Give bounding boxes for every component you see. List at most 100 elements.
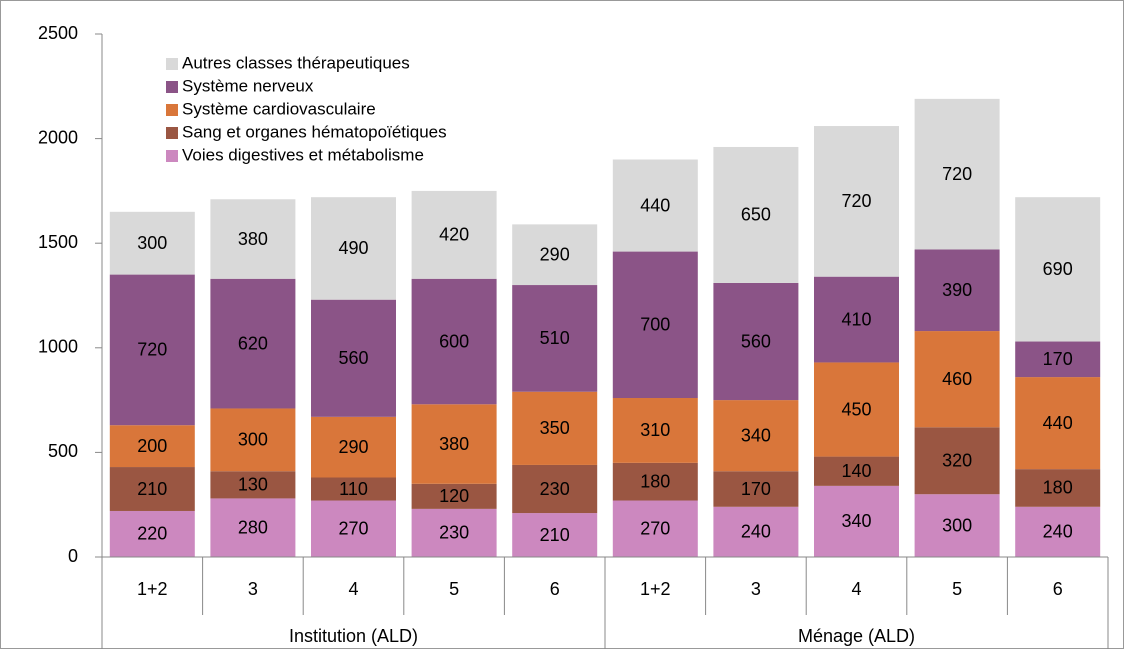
bar-segment: [109, 211, 195, 275]
bar-segment: [713, 282, 799, 401]
bar-segment: [411, 483, 497, 509]
x-tick-label: 6: [550, 579, 560, 599]
value-label: 600: [439, 331, 469, 351]
y-tick-label: 500: [48, 441, 78, 461]
value-label: 210: [137, 479, 167, 499]
bar-segment: [512, 391, 598, 465]
bar-segment: [914, 494, 1000, 557]
bar-segment: [311, 299, 396, 417]
bar-segment: [210, 278, 296, 409]
value-label: 230: [540, 479, 570, 499]
bar-segment: [210, 199, 296, 279]
bar-segment: [311, 500, 396, 557]
x-tick-label: 1+2: [640, 579, 671, 599]
bar-segment: [109, 274, 195, 426]
value-label: 350: [540, 418, 570, 438]
legend-swatch: [166, 81, 178, 93]
value-label: 560: [741, 331, 771, 351]
bar-segment: [411, 508, 497, 557]
bar-segment: [311, 197, 396, 300]
value-label: 180: [1043, 478, 1073, 498]
legend-label: Système cardiovasculaire: [182, 99, 376, 118]
value-label: 270: [640, 519, 670, 539]
value-label: 440: [640, 195, 670, 215]
value-label: 170: [741, 479, 771, 499]
bar-segment: [612, 251, 698, 399]
bar-segment: [1015, 469, 1101, 507]
value-label: 130: [238, 475, 268, 495]
value-label: 340: [841, 511, 871, 531]
bar-segment: [914, 249, 1000, 332]
bar-segment: [512, 464, 598, 514]
bar-segment: [210, 498, 296, 557]
y-tick-label: 1500: [38, 232, 78, 252]
y-tick-label: 2000: [38, 127, 78, 147]
bar-segment: [1015, 197, 1101, 342]
value-label: 510: [540, 328, 570, 348]
bar-segment: [311, 416, 396, 478]
value-label: 200: [137, 436, 167, 456]
bar-segment: [814, 126, 899, 277]
x-tick-label: 5: [449, 579, 459, 599]
bar-segment: [914, 331, 1000, 428]
value-label: 700: [640, 315, 670, 335]
value-label: 380: [439, 434, 469, 454]
x-tick-label: 3: [751, 579, 761, 599]
value-label: 720: [841, 191, 871, 211]
legend-label: Système nerveux: [182, 76, 314, 95]
y-tick-label: 1000: [38, 337, 78, 357]
bar-segment: [914, 98, 1000, 250]
bar-segment: [612, 398, 698, 463]
value-label: 620: [238, 333, 268, 353]
bar-segment: [210, 408, 296, 472]
bar-segment: [612, 159, 698, 252]
bar-segment: [109, 467, 195, 511]
x-tick-label: 3: [248, 579, 258, 599]
value-label: 720: [942, 164, 972, 184]
bar-segment: [1015, 377, 1101, 470]
legend-swatch: [166, 58, 178, 70]
value-label: 120: [439, 486, 469, 506]
x-tick-label: 1+2: [137, 579, 168, 599]
value-label: 300: [942, 515, 972, 535]
value-label: 690: [1043, 259, 1073, 279]
bar-segment: [612, 462, 698, 501]
value-label: 240: [1043, 522, 1073, 542]
legend-label: Sang et organes hématopoïétiques: [182, 122, 447, 141]
bar-segment: [814, 485, 899, 557]
bar-segment: [512, 285, 598, 392]
value-label: 420: [439, 225, 469, 245]
value-label: 340: [741, 425, 771, 445]
value-label: 460: [942, 369, 972, 389]
bar-segment: [713, 506, 799, 557]
value-label: 280: [238, 517, 268, 537]
value-label: 210: [540, 525, 570, 545]
bar-segment: [109, 425, 195, 468]
value-label: 380: [238, 229, 268, 249]
bar-segment: [512, 224, 598, 286]
bar-segment: [914, 427, 1000, 495]
value-label: 560: [338, 348, 368, 368]
value-label: 450: [841, 399, 871, 419]
x-tick-label: 4: [851, 579, 861, 599]
legend-swatch: [166, 150, 178, 162]
value-label: 140: [841, 461, 871, 481]
value-label: 650: [741, 205, 771, 225]
legend-label: Voies digestives et métabolisme: [182, 145, 424, 164]
x-tick-label: 4: [348, 579, 358, 599]
legend-label: Autres classes thérapeutiques: [182, 53, 410, 72]
bar-segment: [612, 500, 698, 557]
value-label: 270: [338, 519, 368, 539]
bar-segment: [1015, 341, 1101, 378]
bar-segment: [411, 278, 497, 405]
value-label: 490: [338, 238, 368, 258]
value-label: 310: [640, 420, 670, 440]
legend-swatch: [166, 104, 178, 116]
bar-segment: [109, 510, 195, 557]
value-label: 440: [1043, 413, 1073, 433]
bar-segment: [713, 146, 799, 283]
value-label: 110: [339, 479, 368, 499]
x-tick-label: 6: [1053, 579, 1063, 599]
value-label: 220: [137, 524, 167, 544]
